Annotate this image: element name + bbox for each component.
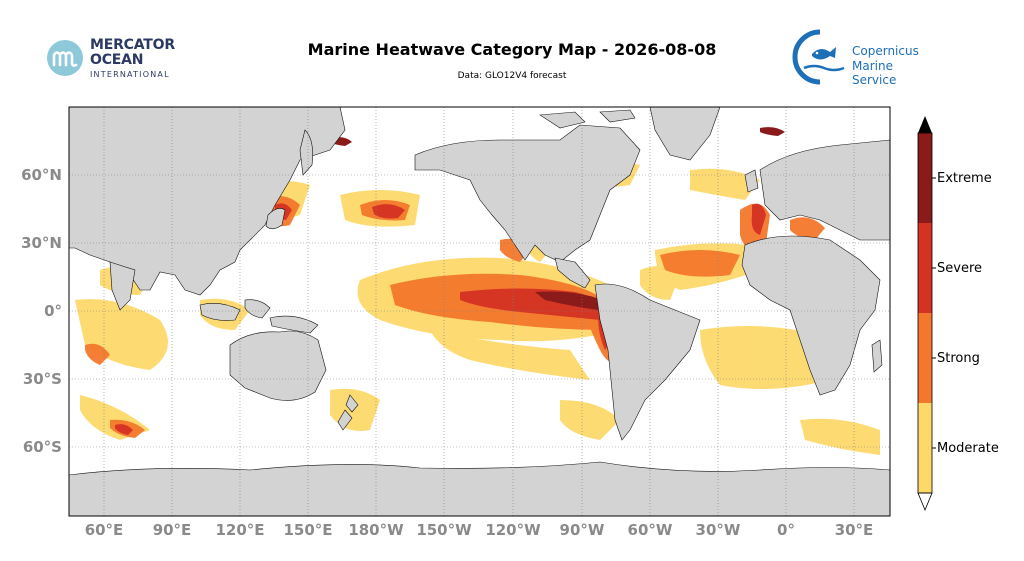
x-tick-label: 90°W [559, 521, 605, 539]
x-tick-label: 60°E [84, 521, 124, 539]
heatwave-field [75, 127, 880, 455]
map-title: Marine Heatwave Category Map - 2026-08-0… [307, 40, 717, 59]
x-tick-label: 60°W [627, 521, 673, 539]
colorbar-label-moderate: Moderate [937, 441, 999, 456]
x-tick-label: 30°E [834, 521, 874, 539]
copernicus-logo: Copernicus Marine Service [790, 28, 940, 88]
colorbar-label-extreme: Extreme [937, 171, 992, 186]
x-tick-label: 180°W [348, 521, 404, 539]
fish-icon [792, 29, 845, 85]
copernicus-line1: Copernicus [852, 44, 919, 58]
x-tick-label: 150°E [283, 521, 333, 539]
colorbar-label-strong: Strong [937, 351, 980, 366]
colorbar-label-severe: Severe [937, 261, 982, 276]
x-tick-label: 30°W [695, 521, 741, 539]
map-frame [68, 106, 891, 517]
x-tick-label: 90°E [152, 521, 192, 539]
copernicus-line2: Marine Service [852, 59, 897, 87]
x-tick-label: 0° [777, 521, 795, 539]
mercator-line1: MERCATOR [90, 37, 175, 53]
x-tick-label: 120°E [215, 521, 265, 539]
y-tick-label: 60°S [22, 438, 62, 456]
mercator-m-icon [47, 40, 83, 76]
y-tick-label: 30°S [22, 370, 62, 388]
land-masses [69, 107, 890, 516]
gridlines [69, 107, 890, 516]
x-tick-label: 150°W [416, 521, 472, 539]
y-tick-label: 60°N [21, 166, 62, 184]
y-tick-label: 30°N [21, 234, 62, 252]
mercator-logo: MERCATOR OCEAN INTERNATIONAL [45, 36, 195, 82]
mercator-line3: INTERNATIONAL [90, 70, 170, 79]
y-tick-label: 0° [44, 302, 62, 320]
mercator-line2: OCEAN [90, 52, 144, 68]
map-subtitle: Data: GLO12V4 forecast [457, 71, 567, 81]
x-tick-label: 120°W [485, 521, 541, 539]
